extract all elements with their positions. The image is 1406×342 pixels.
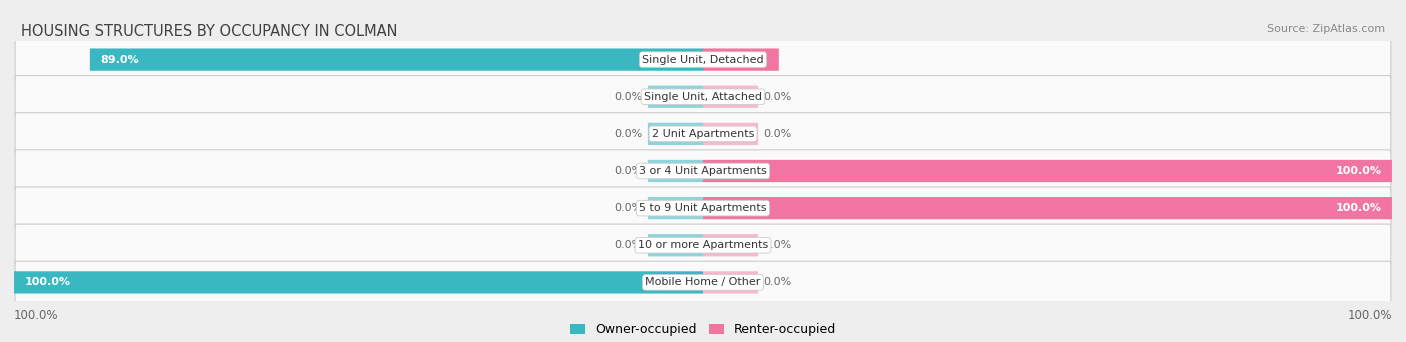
- Text: 0.0%: 0.0%: [614, 92, 643, 102]
- Text: 100.0%: 100.0%: [1336, 166, 1382, 176]
- Legend: Owner-occupied, Renter-occupied: Owner-occupied, Renter-occupied: [565, 318, 841, 342]
- Text: 0.0%: 0.0%: [763, 240, 792, 250]
- FancyBboxPatch shape: [14, 271, 703, 293]
- FancyBboxPatch shape: [648, 197, 703, 219]
- Text: 0.0%: 0.0%: [614, 166, 643, 176]
- Text: 100.0%: 100.0%: [14, 309, 59, 322]
- Text: 100.0%: 100.0%: [1347, 309, 1392, 322]
- FancyBboxPatch shape: [703, 271, 758, 293]
- FancyBboxPatch shape: [90, 49, 703, 71]
- FancyBboxPatch shape: [703, 160, 1392, 182]
- Text: 11.0%: 11.0%: [730, 55, 769, 65]
- Text: 89.0%: 89.0%: [100, 55, 139, 65]
- Text: 0.0%: 0.0%: [763, 92, 792, 102]
- FancyBboxPatch shape: [703, 197, 1392, 219]
- Text: 0.0%: 0.0%: [614, 203, 643, 213]
- FancyBboxPatch shape: [648, 123, 703, 145]
- FancyBboxPatch shape: [15, 261, 1391, 304]
- Text: 5 to 9 Unit Apartments: 5 to 9 Unit Apartments: [640, 203, 766, 213]
- FancyBboxPatch shape: [15, 113, 1391, 155]
- Text: 10 or more Apartments: 10 or more Apartments: [638, 240, 768, 250]
- FancyBboxPatch shape: [703, 234, 758, 256]
- FancyBboxPatch shape: [15, 187, 1391, 229]
- Text: 2 Unit Apartments: 2 Unit Apartments: [652, 129, 754, 139]
- FancyBboxPatch shape: [648, 234, 703, 256]
- FancyBboxPatch shape: [648, 160, 703, 182]
- Text: 0.0%: 0.0%: [763, 129, 792, 139]
- FancyBboxPatch shape: [15, 38, 1391, 81]
- Text: 0.0%: 0.0%: [763, 277, 792, 287]
- FancyBboxPatch shape: [15, 76, 1391, 118]
- Text: Source: ZipAtlas.com: Source: ZipAtlas.com: [1267, 24, 1385, 34]
- Text: 100.0%: 100.0%: [24, 277, 70, 287]
- FancyBboxPatch shape: [648, 86, 703, 108]
- Text: Single Unit, Attached: Single Unit, Attached: [644, 92, 762, 102]
- FancyBboxPatch shape: [703, 49, 779, 71]
- Text: 100.0%: 100.0%: [1336, 203, 1382, 213]
- Text: Mobile Home / Other: Mobile Home / Other: [645, 277, 761, 287]
- FancyBboxPatch shape: [703, 86, 758, 108]
- Text: HOUSING STRUCTURES BY OCCUPANCY IN COLMAN: HOUSING STRUCTURES BY OCCUPANCY IN COLMA…: [21, 24, 398, 39]
- Text: 3 or 4 Unit Apartments: 3 or 4 Unit Apartments: [640, 166, 766, 176]
- Text: 0.0%: 0.0%: [614, 240, 643, 250]
- Text: 0.0%: 0.0%: [614, 129, 643, 139]
- FancyBboxPatch shape: [15, 150, 1391, 192]
- Text: Single Unit, Detached: Single Unit, Detached: [643, 55, 763, 65]
- FancyBboxPatch shape: [703, 123, 758, 145]
- FancyBboxPatch shape: [15, 224, 1391, 266]
